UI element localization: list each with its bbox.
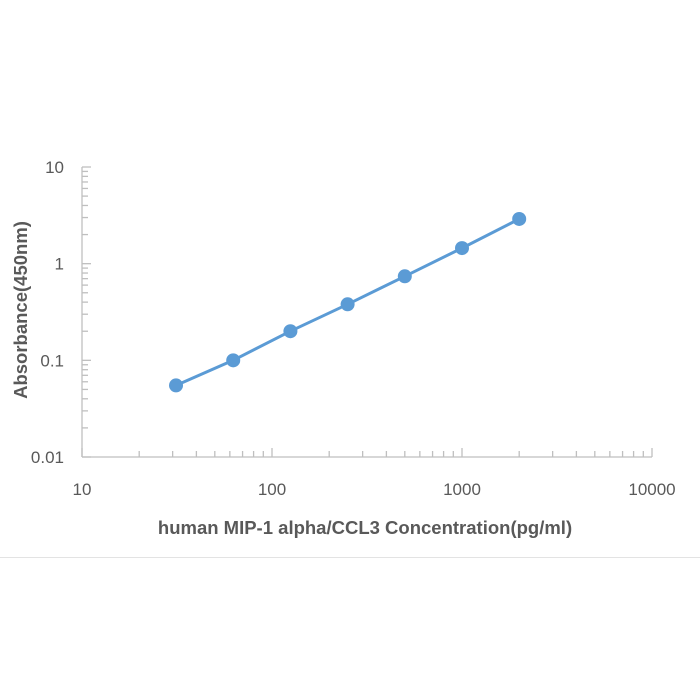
data-series (169, 211, 527, 393)
y-tick-label: 0.01 (31, 448, 64, 467)
bottom-divider (0, 557, 700, 558)
x-axis-ticks: 10 100 1000 10000 (73, 448, 676, 499)
data-point (512, 211, 527, 226)
x-axis-title: human MIP-1 alpha/CCL3 Concentration(pg/… (158, 517, 572, 538)
data-point (455, 241, 469, 256)
axes (81, 167, 652, 458)
y-axis-ticks: 0.01 0.1 1 10 (31, 158, 91, 467)
data-point (226, 353, 241, 368)
y-tick-label: 10 (45, 158, 64, 177)
y-tick-label: 0.1 (40, 351, 64, 370)
data-point (397, 269, 412, 284)
data-point (169, 378, 184, 393)
y-axis-title: Absorbance(450nm) (10, 221, 31, 399)
x-tick-label: 100 (258, 480, 286, 499)
x-tick-label: 10 (73, 480, 92, 499)
x-tick-label: 1000 (443, 480, 481, 499)
data-point (283, 324, 298, 339)
y-tick-label: 1 (55, 255, 64, 274)
data-point (340, 297, 355, 312)
x-tick-label: 10000 (628, 480, 675, 499)
